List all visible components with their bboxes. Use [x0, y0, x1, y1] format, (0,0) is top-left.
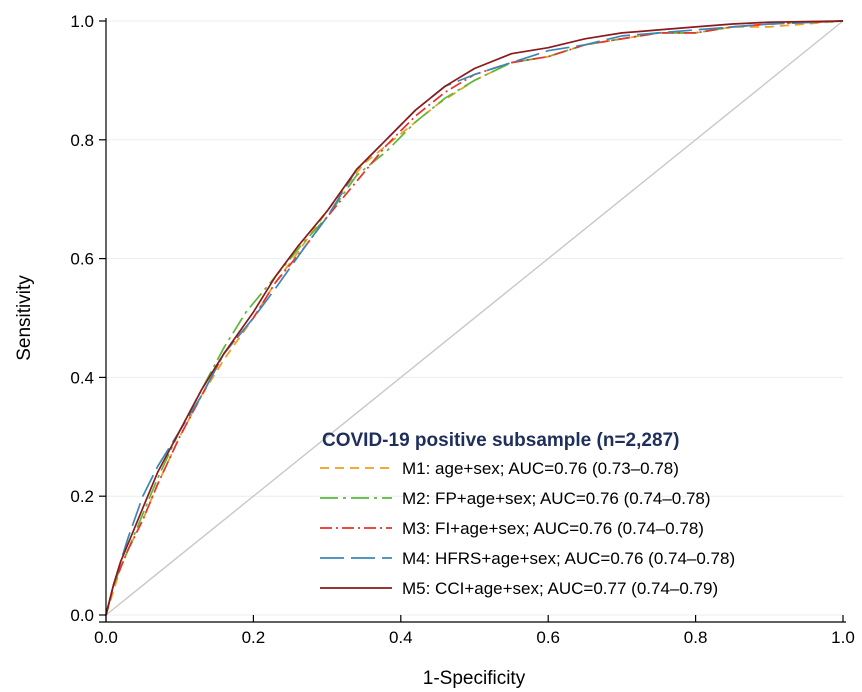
- y-tick-label: 0.2: [70, 487, 94, 506]
- y-tick-label: 0.4: [70, 368, 94, 387]
- legend-title: COVID-19 positive subsample (n=2,287): [322, 430, 679, 451]
- axes: [99, 18, 846, 623]
- x-tick-label: 0.4: [389, 628, 413, 647]
- y-tick-label: 0.8: [70, 131, 94, 150]
- tick-labels: 0.0 0.2 0.4 0.6 0.8 1.0 0.0 0.2 0.4 0.6 0.8 1.0: [70, 12, 854, 647]
- x-tick-label: 0.8: [684, 628, 708, 647]
- legend: COVID-19 positive subsample (n=2,287) M1…: [320, 430, 735, 598]
- legend-label-m5: M5: CCI+age+sex; AUC=0.77 (0.74–0.79): [402, 579, 718, 598]
- legend-label-m3: M3: FI+age+sex; AUC=0.76 (0.74–0.78): [402, 519, 704, 538]
- x-tick-label: 0.6: [536, 628, 560, 647]
- y-axis-label: Sensitivity: [14, 275, 35, 361]
- roc-curve-m5: [105, 20, 844, 616]
- reference-diagonal: [105, 20, 844, 616]
- reference-line: [105, 20, 844, 616]
- legend-label-m4: M4: HFRS+age+sex; AUC=0.76 (0.74–0.78): [402, 549, 735, 568]
- grid-lines: [106, 20, 843, 616]
- x-tick-label: 0.2: [242, 628, 266, 647]
- roc-curve-m3: [105, 20, 844, 616]
- y-tick-label: 1.0: [70, 12, 94, 31]
- y-tick-label: 0.0: [70, 606, 94, 625]
- legend-label-m2: M2: FP+age+sex; AUC=0.76 (0.74–0.78): [402, 489, 711, 508]
- x-tick-label: 0.0: [94, 628, 118, 647]
- x-axis-label: 1-Specificity: [423, 668, 526, 689]
- x-tick-label: 1.0: [831, 628, 855, 647]
- roc-curves: [105, 20, 844, 616]
- y-tick-label: 0.6: [70, 250, 94, 269]
- legend-label-m1: M1: age+sex; AUC=0.76 (0.73–0.78): [402, 459, 679, 478]
